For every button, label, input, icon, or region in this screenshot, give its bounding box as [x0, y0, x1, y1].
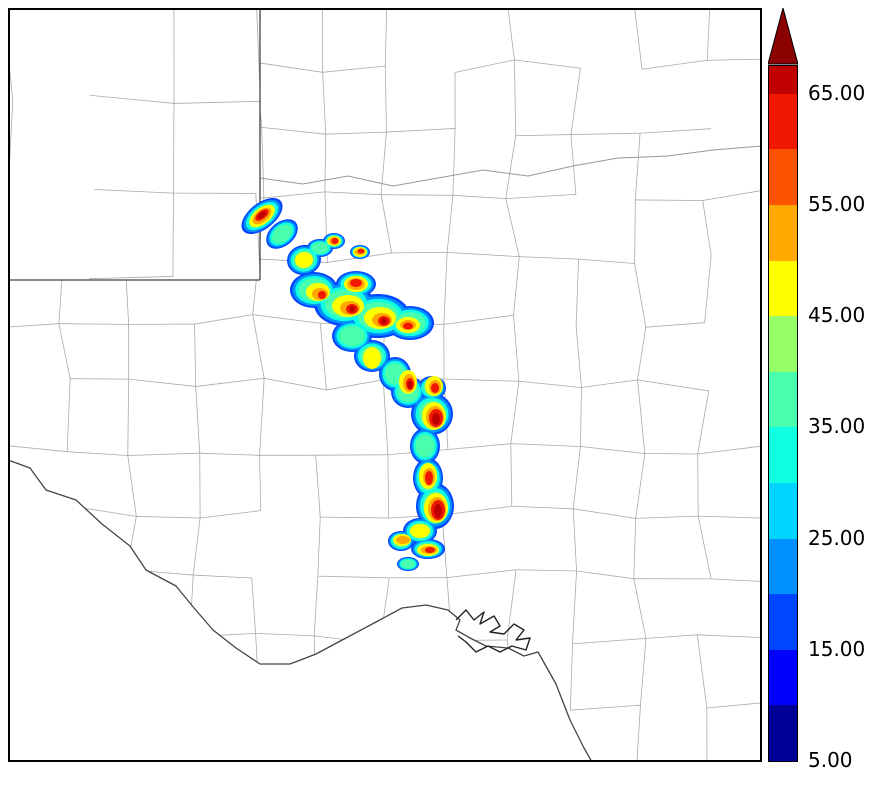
colorbar-segment: [769, 538, 797, 595]
rio-grande-border: [10, 460, 592, 760]
heat-swath: [241, 198, 454, 571]
colorbar-segment: [769, 260, 797, 317]
colorbar-scale: [768, 65, 798, 762]
colorbar-tick-label: 65.00: [808, 80, 866, 105]
lake-outline: [455, 609, 531, 653]
colorbar-segment: [769, 594, 797, 650]
red-river-line: [259, 145, 760, 187]
colorbar-segment: [769, 316, 797, 372]
colorbar-tick-label: 55.00: [808, 192, 866, 216]
colorbar: 65.00 55.00 45.00 35.00 25.00 15.00 5.00: [768, 8, 894, 785]
colorbar-segment: [769, 705, 797, 761]
mexico-region: [10, 460, 591, 760]
colorbar-segment: [769, 482, 797, 539]
colorbar-tick-label: 25.00: [808, 525, 866, 550]
colorbar-arrow-icon: [768, 8, 798, 65]
colorbar-segment: [769, 93, 797, 150]
colorbar-segment: [769, 66, 797, 94]
colorbar-tick-label: 5.00: [808, 748, 853, 772]
colorbar-segment: [769, 649, 797, 706]
new-mexico-region: [10, 10, 260, 280]
map-plot: [8, 8, 762, 762]
colorbar-segment: [769, 371, 797, 428]
colorbar-segment: [769, 204, 797, 261]
colorbar-segment: [769, 149, 797, 205]
colorbar-arrow-shape: [768, 8, 798, 65]
colorbar-tick-label: 45.00: [808, 303, 866, 328]
colorbar-tick-label: 35.00: [808, 414, 866, 439]
colorbar-tick-label: 15.00: [808, 636, 866, 661]
colorbar-segment: [769, 427, 797, 483]
plot-border: [8, 8, 762, 762]
